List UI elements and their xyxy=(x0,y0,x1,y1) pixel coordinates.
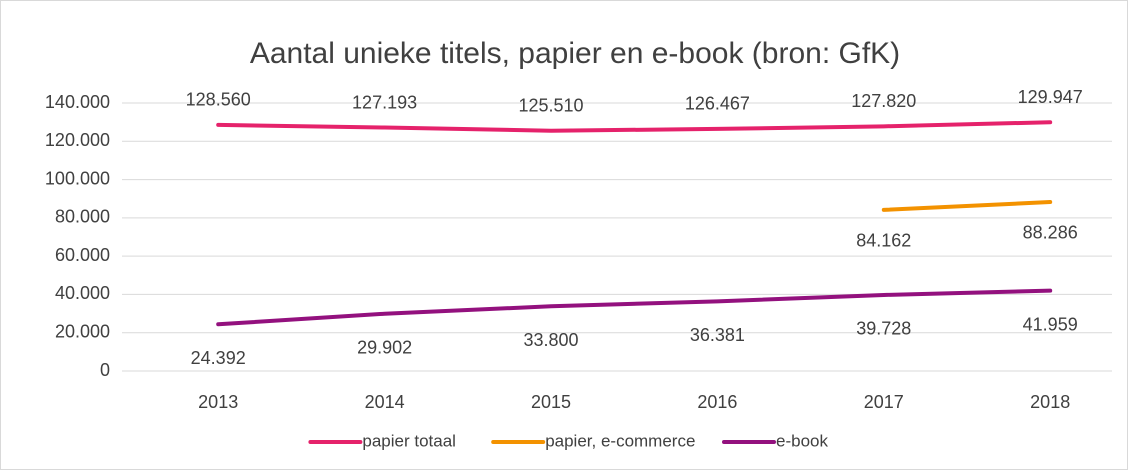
y-tick-label: 100.000 xyxy=(45,168,110,188)
data-label: 127.193 xyxy=(352,92,417,112)
data-label: 33.800 xyxy=(523,330,578,350)
data-label: 88.286 xyxy=(1023,223,1078,243)
data-label: 36.381 xyxy=(690,325,745,345)
x-tick-label: 2013 xyxy=(198,392,238,412)
series-line xyxy=(216,288,1053,327)
data-label: 127.820 xyxy=(851,91,916,111)
data-label: 128.560 xyxy=(186,90,251,110)
data-label: 39.728 xyxy=(856,319,911,339)
legend-label: e-book xyxy=(776,431,828,450)
legend-label: papier, e-commerce xyxy=(545,431,695,450)
y-tick-label: 40.000 xyxy=(55,283,110,303)
data-label: 41.959 xyxy=(1023,314,1078,334)
x-tick-label: 2015 xyxy=(531,392,571,412)
y-tick-label: 80.000 xyxy=(55,207,110,227)
y-tick-label: 60.000 xyxy=(55,245,110,265)
y-tick-label: 120.000 xyxy=(45,130,110,150)
chart-title: Aantal unieke titels, papier en e-book (… xyxy=(250,37,900,70)
data-label: 125.510 xyxy=(518,95,583,115)
series-line xyxy=(216,120,1053,133)
x-tick-label: 2016 xyxy=(697,392,737,412)
legend-label: papier totaal xyxy=(362,431,456,450)
data-label: 84.162 xyxy=(856,231,911,251)
y-tick-label: 0 xyxy=(100,360,110,380)
data-label: 24.392 xyxy=(191,348,246,368)
x-tick-label: 2017 xyxy=(864,392,904,412)
data-label: 129.947 xyxy=(1018,87,1083,107)
x-tick-label: 2014 xyxy=(365,392,405,412)
x-tick-label: 2018 xyxy=(1030,392,1070,412)
data-label: 126.467 xyxy=(685,94,750,114)
series-line xyxy=(881,199,1053,212)
y-tick-label: 140.000 xyxy=(45,92,110,112)
y-tick-label: 20.000 xyxy=(55,321,110,341)
data-label: 29.902 xyxy=(357,338,412,358)
